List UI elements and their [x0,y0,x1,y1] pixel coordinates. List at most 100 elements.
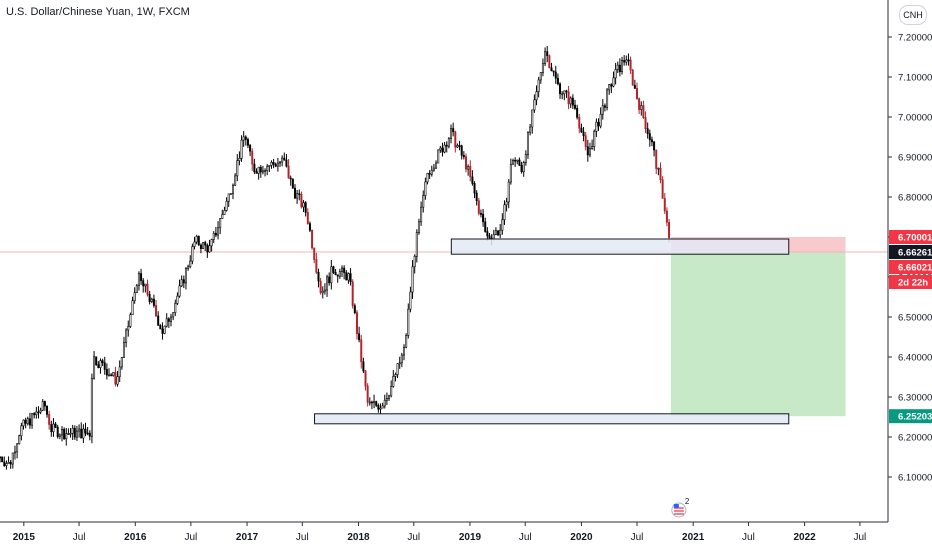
candle-body [599,113,602,127]
currency-event-icon[interactable]: 2 [671,497,690,518]
candle-body [601,105,604,115]
candle-body [63,429,66,440]
candle-body [231,184,234,194]
candle-body [80,428,83,439]
candle-body [257,166,260,174]
candle-body [413,255,416,268]
candle-body [492,234,495,240]
candle-body [176,295,179,304]
candle-body [28,418,31,426]
support-boxes-layer [314,238,790,425]
candle-body [43,401,46,407]
candle-body [595,121,598,132]
candle-body [227,193,230,202]
candle-body [238,158,241,161]
candle-body [18,435,21,445]
price-label-text: 6.25203 [898,412,932,423]
candle-body [366,385,369,403]
x-tick-label: Jul [407,532,420,543]
candle-body [668,222,671,238]
candle-body [351,281,354,306]
candle-body [212,232,215,240]
candle-body [193,241,196,247]
candle-body [308,223,311,231]
candle-body [253,163,256,172]
candle-body [648,133,651,141]
candle-body [347,273,350,281]
candle-body [479,213,482,215]
candle-body [178,285,181,297]
candle-body [417,221,420,233]
symbol-badge[interactable]: CNH [899,5,927,25]
candle-body [304,202,307,213]
price-label-text: 6.66261 [898,247,932,258]
y-tick-label: 6.80000 [898,193,932,204]
x-tick-label: 2015 [13,532,36,543]
candle-body [276,162,279,167]
candle-body [533,99,536,111]
candle-body [606,89,609,108]
candle-body [16,443,19,453]
candle-body [131,300,134,315]
candle-body [236,160,239,177]
candle-body [199,244,202,249]
candle-body [152,298,155,306]
candle-body [467,165,470,170]
x-tick-label: 2020 [570,532,593,543]
candle-body [217,227,220,236]
candle-body [426,173,429,183]
candle-body [563,90,566,95]
candle-body [529,126,532,133]
candle-body [73,427,76,438]
candle-body [608,84,611,91]
candle-body [129,314,132,327]
candle-body [289,177,292,180]
candle-body [0,456,1,459]
candle-body [155,305,158,317]
candle-body [428,173,431,175]
candle-body [165,318,168,327]
candle-body [631,69,634,86]
candle-body [95,356,98,365]
candle-body [520,165,523,173]
candle-body [360,339,363,363]
candle-body [642,105,645,118]
candle-body [569,97,572,105]
price-label-bg [889,244,932,259]
candle-body [285,159,288,167]
candle-body [244,136,247,140]
candle-body [182,279,185,284]
candle-body [381,405,384,409]
candle-body [591,146,594,150]
candle-body [497,230,500,236]
candle-body [31,413,34,426]
candle-body [355,312,358,334]
candle-body [616,64,619,70]
candle-body [420,206,423,223]
candle-body [46,405,49,415]
price-label-bg [889,259,932,274]
candle-body [353,305,356,313]
candle-body [345,272,348,281]
candle-body [172,312,175,318]
y-tick-label: 6.30000 [898,393,932,404]
candle-body [114,372,117,385]
candle-body [640,105,643,110]
candle-body [264,170,267,172]
candle-body [484,221,487,232]
candle-body [41,401,44,411]
candle-body [99,360,102,368]
candle-body [627,59,630,62]
candle-body [338,271,341,277]
candle-body [567,91,570,105]
candle-body [65,433,68,440]
candle-body [298,193,301,195]
price-labels-layer: 6.70001 6.66261 6.66021 2d 22h 6.25203 [889,229,932,424]
candle-body [255,171,258,174]
candle-body [633,84,636,89]
candle-body [516,159,519,162]
candle-body [574,104,577,109]
candle-body [535,91,538,101]
candle-body [507,181,510,203]
